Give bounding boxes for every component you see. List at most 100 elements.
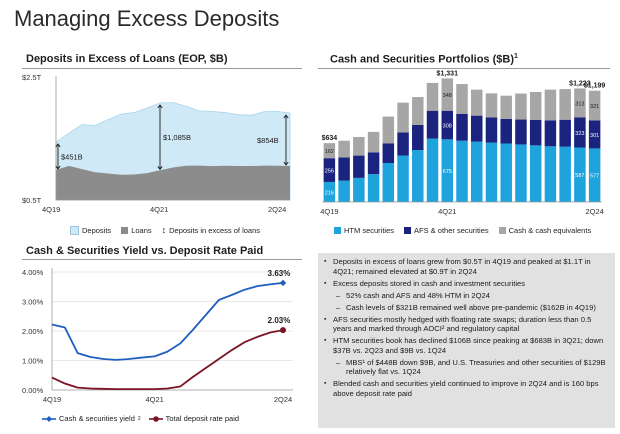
bar-segment bbox=[338, 180, 350, 202]
end-value-label: 2.03% bbox=[268, 316, 291, 325]
excess-arrow-head bbox=[283, 161, 289, 166]
bar-segment bbox=[515, 93, 527, 120]
legend-deposits: Deposits bbox=[70, 226, 111, 235]
bar-segment bbox=[574, 147, 586, 202]
yield-chart-title: Cash & Securities Yield vs. Deposit Rate… bbox=[26, 245, 264, 257]
bar-segment bbox=[338, 140, 350, 158]
bar-segment bbox=[456, 140, 468, 202]
bar-segment bbox=[529, 145, 542, 202]
portfolio-legend: HTM securities AFS & other securities Ca… bbox=[334, 226, 591, 235]
portfolio-chart: 216 256 162 675 308 348 587 323 313 577 301 321 $634… bbox=[320, 70, 606, 216]
portfolio-chart-title: Cash and Securities Portfolios ($B)1 bbox=[330, 53, 518, 66]
bar-segment bbox=[544, 89, 557, 121]
deposits-title-rule bbox=[22, 68, 302, 69]
excess-arrow-head bbox=[283, 114, 289, 119]
excess-annotation: $451B bbox=[61, 153, 83, 162]
bar-segment bbox=[485, 142, 498, 202]
deposit-rate-end-marker bbox=[280, 327, 286, 334]
bar-segment bbox=[544, 146, 557, 202]
bar-segment bbox=[323, 143, 336, 159]
bar-value-label: 321 bbox=[590, 104, 599, 110]
x-tick-label: 2Q24 bbox=[274, 395, 292, 404]
legend-yield: Cash & securities yield 2 bbox=[42, 414, 141, 423]
bar-total-label: $1,199 bbox=[584, 83, 606, 90]
commentary-box: Deposits in excess of loans grew from $0… bbox=[318, 253, 615, 428]
bullet-item: Blended cash and securities yield contin… bbox=[324, 379, 609, 398]
bar-segment bbox=[529, 119, 542, 146]
x-tick-label: 2Q24 bbox=[585, 207, 603, 216]
bar-segment bbox=[426, 110, 439, 139]
bar-segment bbox=[412, 124, 424, 150]
excess-arrow-head bbox=[55, 143, 61, 148]
bar-segment bbox=[353, 177, 365, 202]
bar-segment bbox=[588, 120, 601, 149]
bar-value-label: 216 bbox=[325, 190, 334, 196]
bar-segment bbox=[574, 117, 586, 148]
bar-segment bbox=[588, 90, 601, 121]
bar-value-label: 256 bbox=[325, 169, 334, 175]
bar-value-label: 313 bbox=[575, 101, 584, 107]
bar-segment bbox=[500, 143, 512, 202]
bar-value-label: 587 bbox=[575, 173, 584, 179]
bar-segment bbox=[382, 143, 395, 163]
bar-segment bbox=[485, 117, 498, 143]
bar-segment bbox=[500, 118, 512, 144]
deposit-rate-line bbox=[51, 329, 284, 391]
sub-bullet-item: MBS¹ of $448B down $9B, and U.S. Treasur… bbox=[324, 358, 609, 377]
legend-htm: HTM securities bbox=[334, 226, 394, 235]
bar-value-label: 577 bbox=[590, 174, 599, 180]
commentary-list: Deposits in excess of loans grew from $0… bbox=[324, 257, 609, 398]
bullet-item: Deposits in excess of loans grew from $0… bbox=[324, 257, 609, 276]
bar-segment bbox=[397, 132, 409, 156]
bar-segment bbox=[559, 89, 571, 120]
end-value-label: 3.63% bbox=[268, 269, 291, 278]
y-tick-label: $2.5T bbox=[22, 73, 42, 82]
bar-value-label: 301 bbox=[590, 133, 599, 139]
bar-segment bbox=[367, 131, 380, 153]
sub-bullet-item: Cash levels of $321B remained well above… bbox=[324, 303, 609, 313]
bar-segment bbox=[382, 163, 395, 202]
bar-segment bbox=[529, 91, 542, 120]
sub-bullet-item: 52% cash and AFS and 48% HTM in 2Q24 bbox=[324, 291, 609, 301]
x-tick-label: 4Q19 bbox=[42, 205, 60, 214]
bar-segment bbox=[323, 158, 336, 182]
legend-loans: Loans bbox=[121, 226, 152, 235]
loans-area bbox=[56, 165, 290, 200]
bar-value-label: 348 bbox=[443, 93, 452, 99]
bar-segment bbox=[367, 152, 380, 175]
bar-segment bbox=[338, 157, 350, 181]
bar-segment bbox=[323, 181, 336, 202]
page-title: Managing Excess Deposits bbox=[14, 6, 280, 31]
bar-segment bbox=[515, 119, 527, 145]
legend-excess: ↕ Deposits in excess of loans bbox=[161, 225, 261, 236]
bar-segment bbox=[500, 95, 512, 119]
excess-annotation: $1,085B bbox=[163, 133, 191, 142]
y-tick-label: 1.00% bbox=[22, 357, 44, 366]
bar-segment bbox=[544, 120, 557, 147]
portfolio-title-rule bbox=[318, 68, 610, 69]
yield-chart: 4.00% 3.00% 2.00% 1.00% 0.00% 3.63% 2.03% 4Q19 4… bbox=[22, 268, 293, 404]
legend-deposit-rate: Total deposit rate paid bbox=[148, 414, 239, 423]
excess-arrow-head bbox=[157, 104, 163, 109]
legend-cash: Cash & cash equivalents bbox=[498, 226, 591, 235]
x-tick-label: 4Q19 bbox=[320, 207, 338, 216]
x-tick-label: 4Q21 bbox=[150, 205, 168, 214]
bar-total-label: $1,331 bbox=[437, 70, 459, 77]
bar-segment bbox=[470, 115, 483, 142]
deposits-legend: Deposits Loans ↕ Deposits in excess of lo… bbox=[70, 226, 260, 235]
bullet-item: AFS securities mostly hedged with floati… bbox=[324, 315, 609, 334]
bar-value-label: 675 bbox=[443, 169, 452, 175]
y-tick-label: 2.00% bbox=[22, 327, 44, 336]
bar-segment bbox=[412, 150, 424, 202]
bar-segment bbox=[441, 78, 454, 111]
bar-segment bbox=[353, 137, 365, 156]
bar-segment bbox=[382, 116, 395, 144]
x-tick-label: 4Q21 bbox=[438, 207, 456, 216]
bar-value-label: 323 bbox=[575, 131, 584, 137]
yield-legend: Cash & securities yield 2 Total deposit r… bbox=[42, 414, 239, 423]
bar-segment bbox=[588, 148, 601, 202]
bar-segment bbox=[426, 138, 439, 202]
x-tick-label: 4Q21 bbox=[145, 395, 163, 404]
bar-segment bbox=[441, 139, 454, 202]
